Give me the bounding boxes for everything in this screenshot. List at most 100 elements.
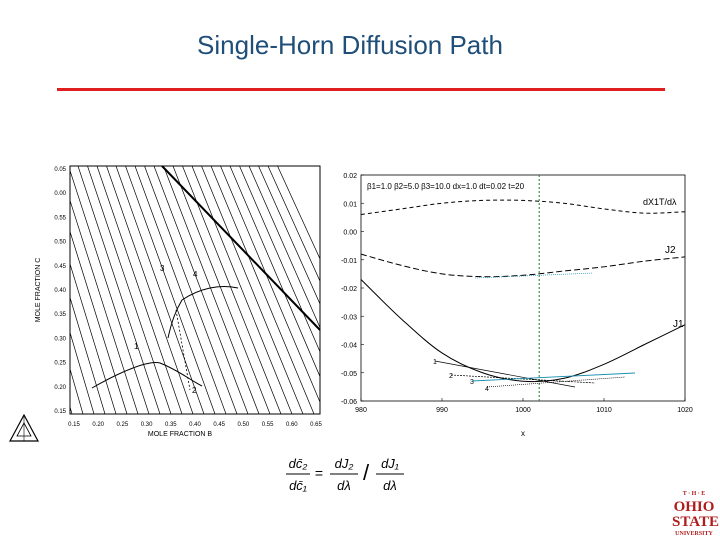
tie-line [96,166,183,414]
slide-title: Single-Horn Diffusion Path [197,30,503,60]
tie-line [70,262,117,414]
x-tick-label: 0.60 [286,422,298,428]
x-tick-label: 0.20 [92,422,104,428]
y-tick-label: -0.03 [341,314,357,321]
profile-point-label: 2 [449,373,453,380]
eq-r2-den: dλ [383,478,397,493]
diffusion-path-upper [167,286,239,339]
x-tick-label: 0.35 [165,422,177,428]
y-tick-label: 0.00 [343,230,357,237]
ternary-frame [69,165,321,415]
y-tick-label: 0.55 [54,215,66,221]
series-label-dx1-dlambda: dX1T/dλ [643,197,677,207]
x-axis-label: x [521,429,525,438]
y-tick-label: 0.25 [54,361,66,367]
series-line-3 [360,279,686,383]
phase-boundary [161,165,321,331]
x-tick-label: 0.30 [141,422,153,428]
series-lines [360,199,686,383]
x-tick-label: 0.45 [213,422,225,428]
tie-line [258,166,320,305]
slope-equation: dc̄₂ dc̄₁ = dJ₂ dλ / dJ₁ dλ [286,456,404,493]
tie-line [163,166,260,414]
tie-line [267,166,320,282]
x-tick-labels: 980 990 1000 1010 1020 [355,407,693,414]
series-label-j1: J1 [673,319,684,330]
profile-point-label: 4 [485,386,489,393]
x-tick-label: 1020 [677,407,693,414]
tie-line [87,166,172,414]
ohio-state-logo: T · H · E OHIO STATE UNIVERSITY [672,490,719,540]
x-tick-label: 0.15 [68,422,80,428]
series-label-j2: J2 [665,245,676,256]
tie-line [220,166,320,404]
tie-line [77,166,161,414]
y-tick-label: 0.02 [343,173,357,180]
y-tick-label: -0.02 [341,286,357,293]
y-tick-label: 0.20 [54,385,66,391]
eq-lhs-den: dc̄₁ [289,478,307,493]
path-point-label: 2 [192,386,197,395]
logo-line-4: UNIVERSITY [675,531,713,537]
tie-line [70,230,128,414]
x-tick-label: 0.65 [310,422,322,428]
profile-point-label: 1 [433,359,437,366]
tie-line [248,166,320,329]
ternary-triangle-icon [8,413,40,442]
tie-line [210,166,315,414]
y-tick-labels: 0.05 0.00 0.55 0.50 0.45 0.40 0.35 0.30 0.25 0.20… [54,167,66,415]
profile-point-labels: 1 2 3 4 [433,359,489,393]
logo-line-1: T · H · E [682,491,706,497]
x-tick-label: 0.25 [117,422,129,428]
y-tick-label: 0.45 [54,264,66,270]
tie-line [229,166,320,378]
y-tick-label: -0.05 [341,371,357,378]
logo-line-2: OHIO [673,499,715,515]
tie-line [70,367,84,414]
y-tick-label: 0.15 [54,409,66,415]
y-tick-label: 0.05 [54,167,66,173]
y-axis-label: MOLE FRACTION C [35,258,42,323]
series-line-2 [360,253,686,278]
tie-line [191,166,293,414]
eq-slash: / [363,460,370,485]
path-point-label: 4 [193,270,198,279]
tangent-lines [434,272,636,388]
tie-line [115,166,205,414]
diffusion-path [91,362,203,389]
x-tick-label: 1000 [515,407,531,414]
logo-line-3: STATE [672,514,719,530]
tie-line [239,166,320,353]
x-axis-label: MOLE FRACTION B [148,431,213,438]
eq-r1-num: dJ₂ [335,456,354,471]
y-tick-label: -0.04 [341,343,357,350]
tie-line [70,169,150,414]
y-tick-label: -0.06 [341,399,357,406]
path-point-label: 3 [160,264,165,273]
x-tick-labels: 0.15 0.20 0.25 0.30 0.35 0.40 0.45 0.50 0.55 0.60… [68,422,322,428]
tie-line [182,166,282,414]
path-connector [175,309,191,391]
y-tick-label: -0.01 [341,258,357,265]
series-line-1 [360,199,686,216]
tie-line [201,166,304,414]
parameter-annotation: β1=1.0 β2=5.0 β3=10.0 dx=1.0 dt=0.02 t=2… [367,182,525,191]
x-tick-label: 1010 [596,407,612,414]
path-point-label: 1 [134,342,139,351]
profile-chart: 0.02 0.01 0.00 -0.01 -0.02 -0.03 -0.04 -0.05 -0.… [341,173,693,438]
x-tick-label: 980 [355,407,367,414]
tie-line [125,166,216,414]
plot-frame [360,174,686,402]
y-tick-label: 0.00 [54,191,66,197]
eq-r2-num: dJ₁ [381,456,399,471]
x-tick-label: 0.55 [262,422,274,428]
x-tick-label: 990 [436,407,448,414]
tie-line [70,331,95,414]
y-tick-label: 0.50 [54,240,66,246]
y-tick-label: 0.35 [54,312,66,318]
tie-line [144,166,238,414]
y-tick-label: 0.30 [54,336,66,342]
profile-point-label: 3 [470,379,474,386]
eq-lhs-num: dc̄₂ [289,456,308,471]
x-tick-label: 0.40 [189,422,201,428]
